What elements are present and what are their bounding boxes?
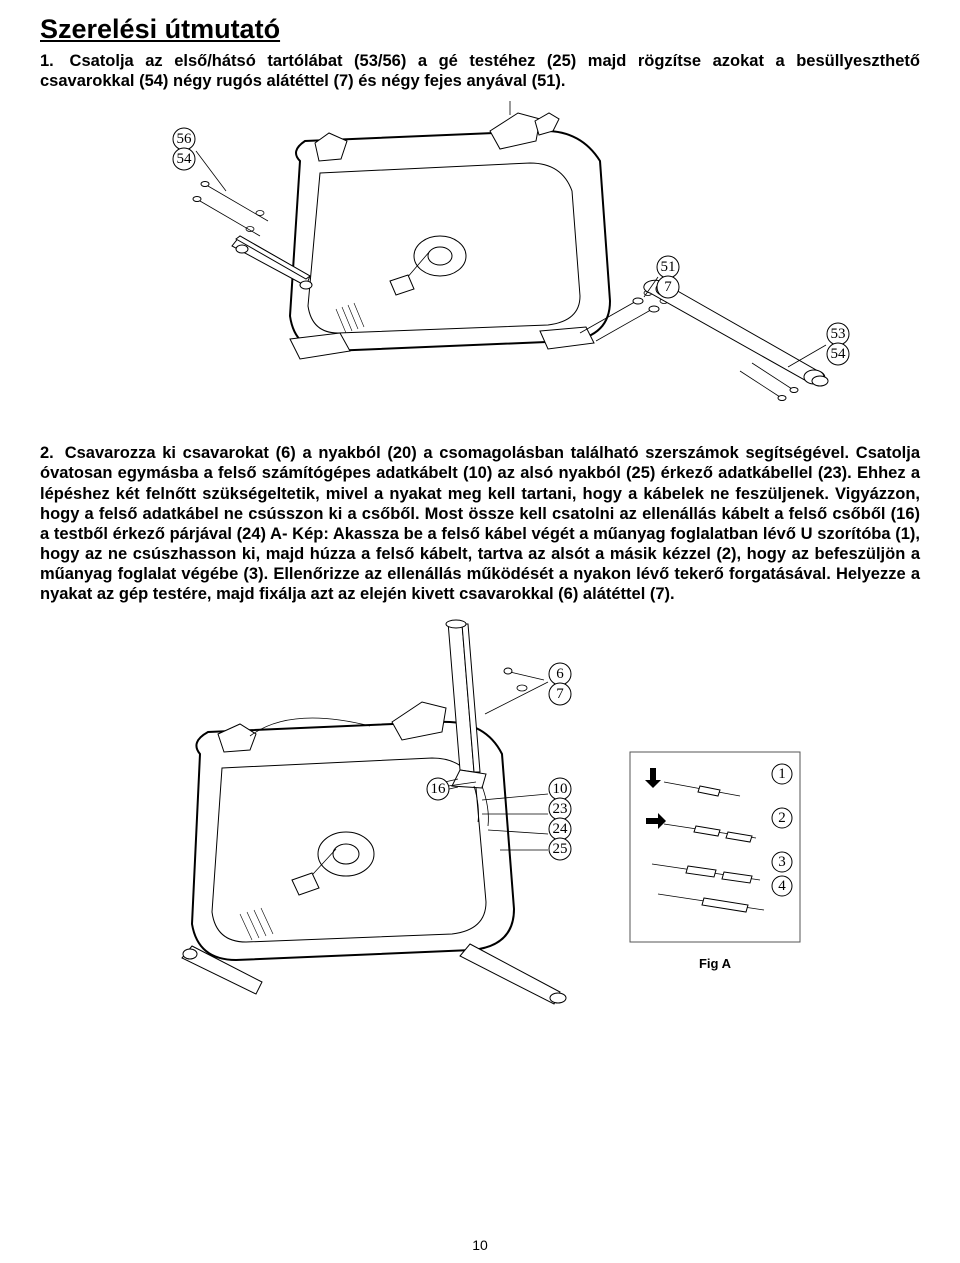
svg-text:3: 3	[778, 854, 786, 870]
svg-text:51: 51	[661, 259, 676, 275]
step-2: 2. Csavarozza ki csavarokat (6) a nyakbó…	[40, 443, 920, 604]
svg-text:25: 25	[553, 841, 568, 857]
step-1-number: 1.	[40, 51, 58, 71]
fig-a-label: Fig A	[699, 956, 732, 971]
page-number: 10	[0, 1237, 960, 1253]
svg-text:16: 16	[431, 781, 447, 797]
svg-text:56: 56	[177, 131, 193, 147]
page-title: Szerelési útmutató	[40, 14, 920, 45]
step-1-text: Csatolja az első/hátsó tartólábat (53/56…	[40, 52, 920, 90]
svg-text:1: 1	[778, 766, 786, 782]
svg-text:4: 4	[778, 878, 786, 894]
svg-text:24: 24	[553, 821, 569, 837]
svg-text:7: 7	[556, 686, 564, 702]
fig-a-panel: 1 2 3 4 Fig A	[630, 752, 800, 971]
svg-text:54: 54	[177, 151, 193, 167]
svg-text:54: 54	[831, 346, 847, 362]
svg-text:7: 7	[664, 279, 672, 295]
svg-text:53: 53	[831, 326, 846, 342]
svg-text:23: 23	[553, 801, 568, 817]
step-1: 1. Csatolja az első/hátsó tartólábat (53…	[40, 51, 920, 91]
svg-text:6: 6	[556, 666, 564, 682]
step-2-text: Csavarozza ki csavarokat (6) a nyakból (…	[40, 444, 920, 603]
assembly-figure-2: 6 7 16 10 23 24 25 1 2 3	[40, 614, 920, 1044]
svg-text:2: 2	[778, 810, 786, 826]
step-2-number: 2.	[40, 443, 58, 463]
svg-text:10: 10	[553, 781, 568, 797]
assembly-figure-1: 56 54 51 7 53 54	[40, 101, 920, 431]
